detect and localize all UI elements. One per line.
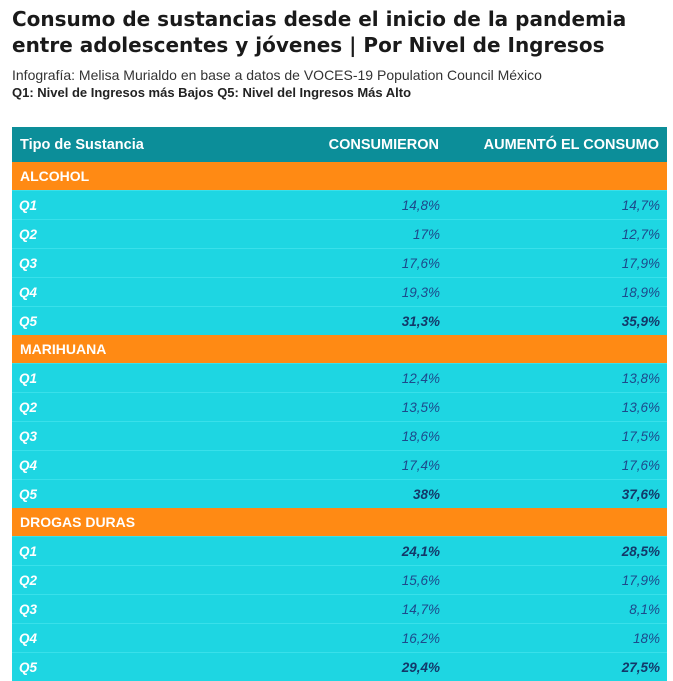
row-label: Q2 [12, 393, 252, 422]
value-consumed: 14,8% [252, 191, 447, 220]
row-label: Q3 [12, 422, 252, 451]
value-increased: 12,7% [447, 220, 667, 249]
value-increased: 14,7% [447, 191, 667, 220]
section-row: MARIHUANA [12, 335, 667, 364]
column-header-increased: AUMENTÓ EL CONSUMO [447, 127, 667, 162]
value-consumed: 24,1% [252, 537, 447, 566]
header: Consumo de sustancias desde el inicio de… [0, 0, 673, 100]
value-increased: 17,9% [447, 249, 667, 278]
value-consumed: 17,4% [252, 451, 447, 480]
value-increased: 18% [447, 624, 667, 653]
value-increased: 37,6% [447, 480, 667, 509]
section-row: DROGAS DURAS [12, 508, 667, 537]
value-consumed: 18,6% [252, 422, 447, 451]
income-legend-note: Q1: Nivel de Ingresos más Bajos Q5: Nive… [12, 85, 661, 100]
value-increased: 13,8% [447, 364, 667, 393]
row-label: Q5 [12, 480, 252, 509]
row-label: Q4 [12, 278, 252, 307]
column-header-consumed: CONSUMIERON [252, 127, 447, 162]
row-label: Q1 [12, 364, 252, 393]
row-label: Q4 [12, 451, 252, 480]
table-header-row: Tipo de Sustancia CONSUMIERON AUMENTÓ EL… [12, 127, 667, 162]
value-consumed: 31,3% [252, 307, 447, 336]
value-consumed: 13,5% [252, 393, 447, 422]
section-label: MARIHUANA [12, 335, 667, 364]
value-consumed: 12,4% [252, 364, 447, 393]
value-increased: 17,9% [447, 566, 667, 595]
value-consumed: 14,7% [252, 595, 447, 624]
value-consumed: 17,6% [252, 249, 447, 278]
value-increased: 18,9% [447, 278, 667, 307]
row-label: Q1 [12, 537, 252, 566]
row-label: Q2 [12, 566, 252, 595]
chart-subtitle: Infografía: Melisa Murialdo en base a da… [12, 67, 661, 84]
value-increased: 17,6% [447, 451, 667, 480]
value-increased: 8,1% [447, 595, 667, 624]
row-label: Q2 [12, 220, 252, 249]
chart-title: Consumo de sustancias desde el inicio de… [12, 6, 661, 58]
column-header-substance: Tipo de Sustancia [12, 127, 252, 162]
value-consumed: 19,3% [252, 278, 447, 307]
row-label: Q3 [12, 249, 252, 278]
section-row: ALCOHOL [12, 162, 667, 191]
row-label: Q1 [12, 191, 252, 220]
value-increased: 13,6% [447, 393, 667, 422]
data-table: Tipo de Sustancia CONSUMIERON AUMENTÓ EL… [12, 127, 667, 681]
value-consumed: 15,6% [252, 566, 447, 595]
row-label: Q5 [12, 307, 252, 336]
section-label: ALCOHOL [12, 162, 667, 191]
value-consumed: 38% [252, 480, 447, 509]
value-increased: 35,9% [447, 307, 667, 336]
section-label: DROGAS DURAS [12, 508, 667, 537]
value-consumed: 16,2% [252, 624, 447, 653]
row-label: Q4 [12, 624, 252, 653]
value-increased: 17,5% [447, 422, 667, 451]
row-label: Q3 [12, 595, 252, 624]
value-increased: 28,5% [447, 537, 667, 566]
value-consumed: 17% [252, 220, 447, 249]
